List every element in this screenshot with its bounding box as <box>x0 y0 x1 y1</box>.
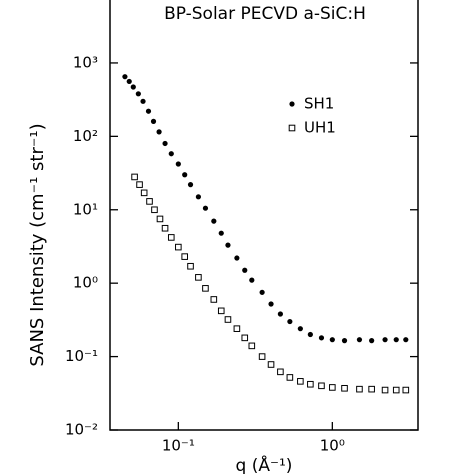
data-point <box>181 253 189 260</box>
data-point <box>258 353 266 360</box>
data-point <box>202 205 209 211</box>
data-point <box>167 234 175 241</box>
y-tick-label: 10⁻² <box>65 421 98 439</box>
data-point <box>369 338 375 344</box>
data-point <box>393 337 399 343</box>
data-point <box>286 374 294 381</box>
data-point <box>241 334 249 342</box>
data-point <box>126 78 132 85</box>
data-point <box>287 318 293 325</box>
data-point <box>150 118 157 124</box>
data-point <box>156 129 162 135</box>
data-point <box>249 277 255 283</box>
data-point <box>329 337 335 343</box>
data-point <box>218 230 224 236</box>
data-point <box>145 108 152 114</box>
legend-label: UH1 <box>304 119 336 137</box>
data-point <box>277 368 284 376</box>
data-point <box>195 274 202 281</box>
data-point <box>318 382 325 390</box>
data-point <box>156 215 164 223</box>
data-point <box>168 151 174 157</box>
data-point <box>307 331 313 338</box>
data-point <box>187 262 194 270</box>
data-point <box>140 189 148 197</box>
data-point <box>162 140 168 147</box>
data-point <box>202 285 209 292</box>
data-point <box>130 84 136 90</box>
data-point <box>225 242 231 248</box>
data-point <box>182 172 188 178</box>
data-point <box>403 337 409 343</box>
data-point <box>131 173 138 181</box>
legend-marker <box>288 124 296 132</box>
data-point <box>175 243 182 251</box>
data-point <box>136 181 143 188</box>
y-tick-label: 10⁰ <box>73 274 98 292</box>
data-point <box>297 326 303 332</box>
data-point <box>224 316 232 323</box>
x-tick-label: 10⁰ <box>320 437 345 455</box>
data-point <box>234 255 240 261</box>
data-point <box>356 337 363 343</box>
data-point <box>217 307 225 315</box>
legend-marker <box>289 101 295 107</box>
data-point <box>187 182 194 188</box>
data-point <box>318 335 325 341</box>
data-point <box>259 289 265 295</box>
x-axis-label: q (Å⁻¹) <box>236 454 293 474</box>
data-point <box>146 198 153 205</box>
data-point <box>122 74 128 80</box>
data-point <box>248 342 256 350</box>
legend-label: SH1 <box>304 95 334 113</box>
data-point <box>368 385 375 393</box>
data-point <box>382 337 388 343</box>
data-point <box>135 91 141 97</box>
data-point <box>329 384 336 391</box>
data-point <box>341 384 348 392</box>
data-point <box>140 98 146 104</box>
data-point <box>161 224 169 232</box>
y-tick-label: 10³ <box>73 53 98 71</box>
data-point <box>233 325 241 332</box>
data-point <box>267 361 275 368</box>
data-point <box>211 218 217 224</box>
data-point <box>268 301 274 307</box>
data-point <box>277 311 283 317</box>
data-point <box>151 206 158 214</box>
data-point <box>195 194 202 200</box>
y-tick-label: 10¹ <box>73 200 98 218</box>
data-point <box>356 385 363 393</box>
y-axis-label: SANS Intensity (cm⁻¹ str⁻¹) <box>27 123 48 366</box>
data-point <box>307 380 314 388</box>
data-point <box>210 296 218 303</box>
y-tick-label: 10² <box>73 127 98 145</box>
data-point <box>341 338 348 344</box>
y-tick-label: 10⁻¹ <box>65 347 98 365</box>
plot-frame <box>109 0 419 431</box>
data-point <box>297 378 304 385</box>
data-point <box>402 386 410 394</box>
chart-title: BP-Solar PECVD a-SiC:H <box>164 4 366 24</box>
data-point <box>175 161 181 167</box>
data-point <box>242 267 248 273</box>
data-point <box>392 386 400 394</box>
x-tick-label: 10⁻¹ <box>162 437 195 455</box>
data-point <box>381 386 389 394</box>
